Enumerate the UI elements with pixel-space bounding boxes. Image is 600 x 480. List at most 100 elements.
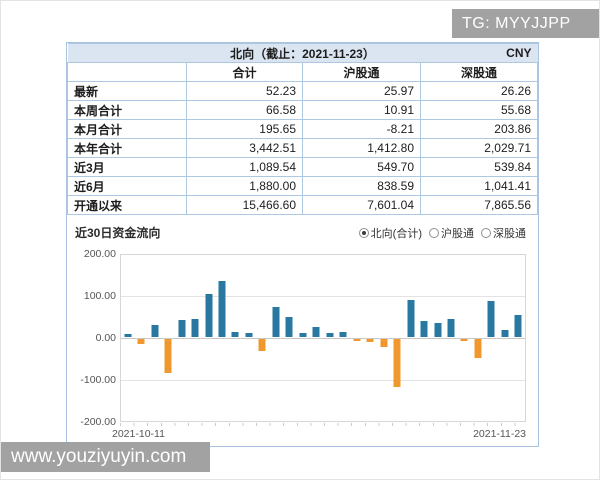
- y-tick-label: 200.00: [83, 248, 116, 260]
- bar-slot: [161, 255, 174, 421]
- cell-value: 7,865.56: [420, 195, 538, 215]
- cell-value: 838.59: [302, 176, 421, 196]
- telegram-watermark-badge: TG: MYYJJPP: [452, 9, 599, 38]
- bar-slot: [363, 255, 376, 421]
- bar-slot: [471, 255, 484, 421]
- inflow-bar: [205, 293, 213, 337]
- bar-slot: [148, 255, 161, 421]
- y-tick-label: 0.00: [95, 332, 116, 344]
- radio-sz-connect[interactable]: 深股通: [481, 225, 526, 241]
- bar-slot: [512, 255, 525, 421]
- row-label: 最新: [67, 81, 187, 101]
- row-label: 本月合计: [67, 119, 187, 139]
- bar-slot: [417, 255, 430, 421]
- bar-slot: [242, 255, 255, 421]
- cell-value: 25.97: [302, 81, 421, 101]
- bar-chart: 200.00 100.00 0.00 -100.00 -200.00: [72, 248, 526, 428]
- table-header-row: 北向（截止：2021-11-23） CNY: [67, 43, 538, 63]
- series-selector: 北向(合计) 沪股通 深股通: [358, 225, 526, 241]
- main-panel: 北向（截止：2021-11-23） CNY 合计 沪股通 深股通 最新 52.2…: [66, 42, 539, 447]
- table-row: 本月合计 195.65 -8.21 203.86: [67, 119, 538, 139]
- cell-value: 1,412.80: [302, 138, 421, 158]
- cell-value: 2,029.71: [420, 138, 538, 158]
- y-tick-label: -200.00: [80, 416, 116, 428]
- inflow-bar: [299, 332, 307, 337]
- inflow-bar: [339, 331, 347, 337]
- outflow-bar: [393, 339, 401, 388]
- inflow-bar: [407, 300, 415, 337]
- radio-northbound-total[interactable]: 北向(合计): [358, 225, 422, 241]
- cell-value: 195.65: [186, 119, 303, 139]
- radio-label[interactable]: 深股通: [493, 227, 526, 240]
- inflow-bar: [447, 319, 455, 337]
- gridline-100: [121, 296, 525, 297]
- outflow-bar: [380, 339, 388, 347]
- table-row: 近6月 1,880.00 838.59 1,041.41: [67, 176, 538, 196]
- bar-slot: [323, 255, 336, 421]
- inflow-bar: [231, 331, 239, 337]
- inflow-bar: [191, 319, 199, 337]
- table-row: 最新 52.23 25.97 26.26: [67, 81, 538, 101]
- chart-title: 近30日资金流向: [75, 226, 161, 240]
- northbound-summary-table: 北向（截止：2021-11-23） CNY 合计 沪股通 深股通 最新 52.2…: [67, 43, 538, 215]
- cell-value: 52.23: [186, 81, 303, 101]
- table-row: 近3月 1,089.54 549.70 539.84: [67, 157, 538, 177]
- cell-value: 26.26: [420, 81, 538, 101]
- outflow-bar: [137, 339, 145, 345]
- y-tick-label: 100.00: [83, 290, 116, 302]
- bar-slot: [404, 255, 417, 421]
- y-tick-label: -100.00: [80, 374, 116, 386]
- bar-slot: [458, 255, 471, 421]
- bars-container: [121, 255, 525, 421]
- inflow-bar: [487, 301, 495, 337]
- bar-slot: [202, 255, 215, 421]
- cell-value: 3,442.51: [186, 138, 303, 158]
- site-watermark-badge: www.youziyuyin.com: [1, 442, 210, 472]
- inflow-bar: [434, 322, 442, 337]
- cell-value: 7,601.04: [302, 195, 421, 215]
- bar-slot: [269, 255, 282, 421]
- outflow-bar: [353, 339, 361, 341]
- bar-slot: [188, 255, 201, 421]
- bar-slot: [121, 255, 134, 421]
- bar-slot: [296, 255, 309, 421]
- cell-value: -8.21: [302, 119, 421, 139]
- cell-value: 66.58: [186, 100, 303, 120]
- row-label: 近3月: [67, 157, 187, 177]
- radio-unselected-icon[interactable]: [481, 227, 491, 238]
- outflow-bar: [460, 339, 468, 341]
- radio-selected-icon[interactable]: [358, 227, 369, 238]
- inflow-bar: [326, 333, 334, 337]
- table-title-cell: 北向（截止：2021-11-23） CNY: [67, 43, 538, 63]
- table-column-header-row: 合计 沪股通 深股通: [67, 62, 538, 82]
- radio-sh-connect[interactable]: 沪股通: [429, 225, 474, 241]
- bar-slot: [134, 255, 147, 421]
- cell-value: 1,089.54: [186, 157, 303, 177]
- radio-label[interactable]: 北向(合计): [370, 227, 422, 240]
- bar-slot: [175, 255, 188, 421]
- bar-slot: [256, 255, 269, 421]
- outflow-bar: [366, 339, 374, 342]
- outflow-bar: [258, 339, 266, 351]
- table-row: 本周合计 66.58 10.91 55.68: [67, 100, 538, 120]
- bar-slot: [498, 255, 511, 421]
- column-header-blank: [67, 62, 187, 82]
- cell-value: 539.84: [420, 157, 538, 177]
- outflow-bar: [474, 339, 482, 358]
- cell-value: 15,466.60: [186, 195, 303, 215]
- inflow-bar: [272, 307, 280, 337]
- x-axis-start-label: 2021-10-11: [112, 428, 165, 440]
- row-label: 近6月: [67, 176, 187, 196]
- table-row: 开通以来 15,466.60 7,601.04 7,865.56: [67, 195, 538, 215]
- row-label: 本年合计: [67, 138, 187, 158]
- inflow-bar: [245, 333, 253, 337]
- column-header-sz-connect: 深股通: [420, 62, 538, 82]
- bar-slot: [310, 255, 323, 421]
- cell-value: 1,041.41: [420, 176, 538, 196]
- radio-label[interactable]: 沪股通: [441, 227, 474, 240]
- column-header-sh-connect: 沪股通: [302, 62, 421, 82]
- y-axis: 200.00 100.00 0.00 -100.00 -200.00: [72, 248, 120, 428]
- radio-unselected-icon[interactable]: [429, 227, 439, 238]
- table-row: 本年合计 3,442.51 1,412.80 2,029.71: [67, 138, 538, 158]
- x-axis-end-label: 2021-11-23: [473, 428, 526, 440]
